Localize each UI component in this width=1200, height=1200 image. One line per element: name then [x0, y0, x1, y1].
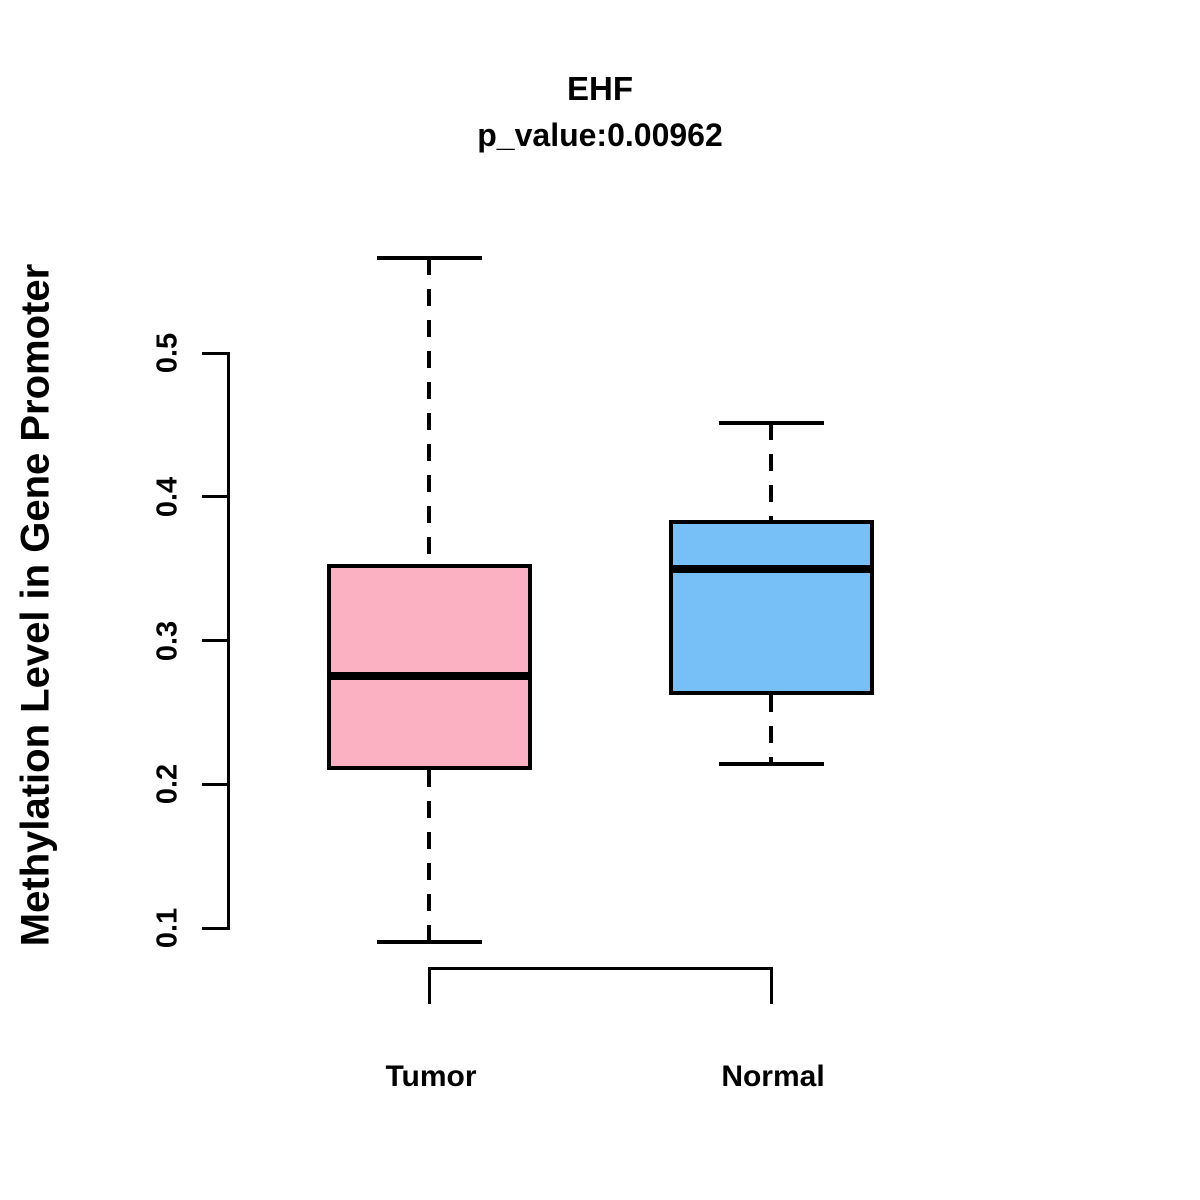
y-axis-tick [202, 639, 230, 642]
median-line-normal [668, 564, 874, 573]
chart-title: EHF [567, 70, 633, 107]
y-axis-tick [202, 351, 230, 355]
upper-whisker-cap-tumor [376, 256, 482, 261]
x-axis-tick [427, 968, 431, 1004]
x-label-normal: Normal [721, 1060, 825, 1093]
upper-whisker-tumor [427, 258, 431, 565]
y-axis-tick-label: 0.4 [151, 476, 184, 517]
y-axis-tick-label: 0.2 [151, 764, 184, 805]
lower-whisker-normal [769, 695, 773, 765]
y-axis-title: Methylation Level in Gene Promoter [13, 263, 58, 947]
chart-subtitle: p_value:0.00962 [477, 116, 723, 153]
lower-whisker-cap-tumor [376, 940, 482, 945]
upper-whisker-normal [769, 423, 773, 520]
title-block: EHF p_value:0.00962 [0, 70, 1200, 153]
y-axis-tick [202, 782, 230, 786]
y-axis-tick [202, 495, 230, 499]
y-axis-tick [202, 926, 230, 930]
lower-whisker-tumor [427, 769, 431, 943]
y-axis-tick-label: 0.5 [151, 332, 184, 374]
x-axis-line [427, 966, 773, 970]
x-label-tumor: Tumor [385, 1060, 477, 1093]
box-normal [668, 519, 874, 696]
upper-whisker-cap-normal [718, 421, 824, 426]
y-axis-tick-label: 0.3 [151, 620, 184, 661]
box-tumor [326, 564, 532, 770]
median-line-tumor [326, 672, 532, 681]
lower-whisker-cap-normal [718, 762, 824, 767]
x-axis-tick [769, 968, 773, 1004]
y-axis-tick-label: 0.1 [151, 907, 184, 949]
